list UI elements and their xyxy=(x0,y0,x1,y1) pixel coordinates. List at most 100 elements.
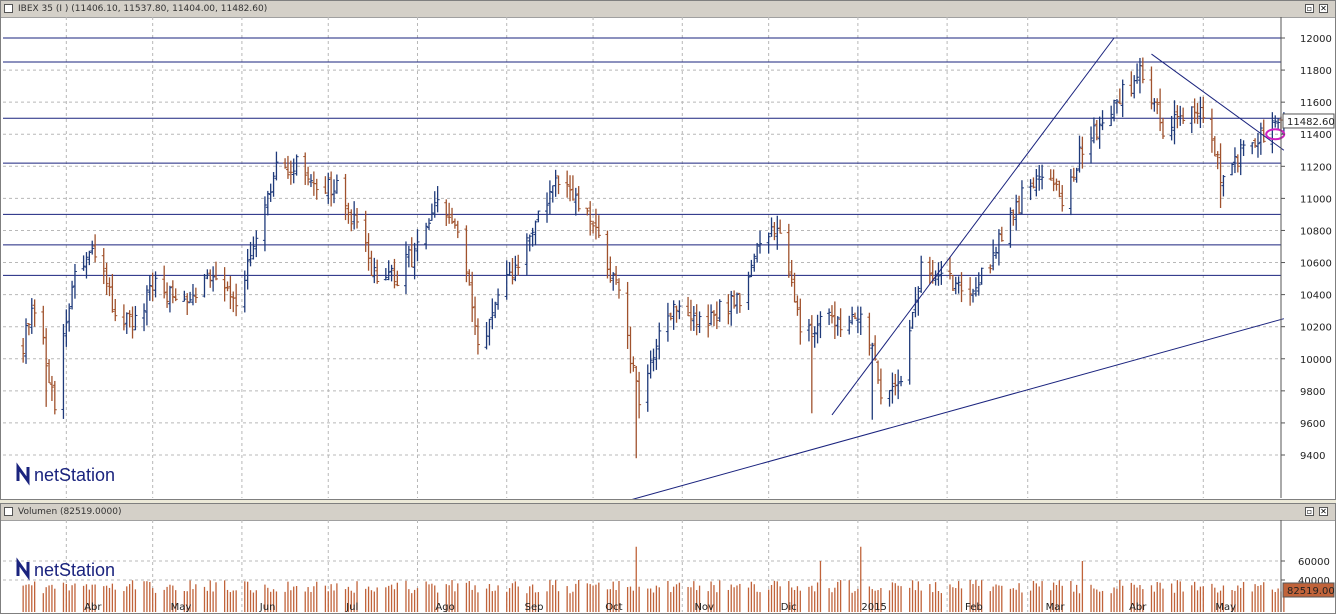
ohlc-bar xyxy=(21,337,26,363)
ohlc-bar xyxy=(1250,142,1255,155)
price-chart[interactable]: 9400 9600 9800 10000 10200 10400 10600 10800 110… xyxy=(1,1,1335,499)
ohlc-bar xyxy=(1094,120,1099,141)
ohlc-bar xyxy=(369,250,374,277)
ohlc-bar xyxy=(1074,167,1079,183)
ohlc-bar xyxy=(654,338,659,370)
ohlc-bar xyxy=(182,290,187,302)
ohlc-bar xyxy=(591,220,596,234)
ohlc-bar xyxy=(375,259,380,284)
ohlc-bar xyxy=(72,264,77,299)
ohlc-bar xyxy=(545,192,550,223)
ohlc-bar xyxy=(631,356,636,372)
ohlc-bar xyxy=(553,169,558,197)
ohlc-bar xyxy=(671,300,676,330)
ohlc-bar xyxy=(1109,105,1114,127)
ohlc-bar xyxy=(758,230,763,254)
ohlc-bar xyxy=(165,282,170,308)
ohlc-bar xyxy=(510,258,515,285)
ohlc-bar xyxy=(726,294,731,325)
ohlc-bar xyxy=(614,265,619,285)
netstation-logo: netStation xyxy=(16,462,115,486)
month-label: Oct xyxy=(605,602,622,613)
ohlc-bar xyxy=(1172,100,1177,145)
ohlc-bar xyxy=(585,207,590,216)
ohlc-bar xyxy=(225,281,230,292)
ohlc-bar xyxy=(1273,115,1278,128)
ohlc-bar xyxy=(274,151,279,181)
ohlc-bar xyxy=(188,291,193,304)
ohlc-bar xyxy=(64,309,69,347)
volume-panel-titlebar: Volumen (82519.0000) ▫ ✕ xyxy=(1,504,1335,521)
ohlc-bar xyxy=(352,201,357,230)
close-button[interactable]: ✕ xyxy=(1319,507,1328,516)
ohlc-bar xyxy=(956,276,961,294)
ohlc-bar xyxy=(979,267,984,285)
ohlc-bar xyxy=(444,199,449,226)
ohlc-bar xyxy=(536,210,541,223)
ohlc-bar xyxy=(346,202,351,224)
ohlc-bar xyxy=(936,262,941,286)
ohlc-bar xyxy=(403,241,408,294)
ohlc-bar xyxy=(173,288,178,302)
ohlc-bar xyxy=(147,275,152,301)
ohlc-bar xyxy=(1253,138,1258,148)
ohlc-bar xyxy=(547,180,552,215)
ohlc-bar xyxy=(812,326,817,348)
ohlc-bar xyxy=(291,158,296,184)
ohlc-bar xyxy=(104,262,109,295)
ohlc-bar xyxy=(248,241,253,267)
volume-chart[interactable]: 40000 60000 82519.00 netStation Abr May Jun Jul… xyxy=(1,504,1335,613)
ohlc-bar xyxy=(107,277,112,297)
ohlc-bar xyxy=(190,283,195,306)
price-tick-label: 10200 xyxy=(1300,323,1332,334)
ohlc-bar xyxy=(832,301,837,339)
restore-button[interactable]: ▫ xyxy=(1305,507,1314,516)
ohlc-bar xyxy=(1114,98,1119,114)
ohlc-bar xyxy=(470,271,475,322)
ohlc-bar xyxy=(697,311,702,334)
ohlc-bar xyxy=(665,302,670,342)
ohlc-bar xyxy=(251,236,256,260)
ohlc-bar xyxy=(334,174,339,194)
ohlc-bar xyxy=(950,274,955,291)
ohlc-bar xyxy=(487,318,492,346)
price-tick-label: 9400 xyxy=(1300,451,1325,462)
ohlc-bar xyxy=(593,208,598,240)
price-tick-label: 10600 xyxy=(1300,259,1332,270)
ohlc-bar xyxy=(363,210,368,252)
ohlc-bar xyxy=(67,303,72,332)
ohlc-bar xyxy=(611,272,616,291)
price-tick-label: 9800 xyxy=(1300,387,1325,398)
ohlc-bar xyxy=(1215,151,1220,170)
ohlc-bar xyxy=(1181,107,1186,124)
month-label: Abr xyxy=(84,602,102,613)
ohlc-bar xyxy=(657,322,662,360)
price-tick-label: 10000 xyxy=(1300,355,1332,366)
ohlc-bar xyxy=(1132,75,1137,99)
ohlc-bar xyxy=(110,273,115,313)
ohlc-bar xyxy=(714,301,719,330)
price-tick-label: 9600 xyxy=(1300,419,1325,430)
price-tick-label: 11200 xyxy=(1300,162,1332,173)
ohlc-bar xyxy=(634,365,639,459)
ohlc-bar xyxy=(455,220,460,239)
ohlc-bar xyxy=(1135,63,1140,84)
ohlc-bar xyxy=(372,257,377,284)
ohlc-bar xyxy=(1071,167,1076,182)
ohlc-bar xyxy=(1192,98,1197,124)
ohlc-bar xyxy=(490,298,495,330)
close-button[interactable]: ✕ xyxy=(1319,4,1328,13)
ohlc-bar xyxy=(245,248,250,290)
ohlc-bar xyxy=(432,191,437,218)
ohlc-bar xyxy=(467,269,472,286)
ohlc-bar xyxy=(513,255,518,282)
restore-button[interactable]: ▫ xyxy=(1305,4,1314,13)
ohlc-bar xyxy=(755,242,760,263)
ohlc-bar xyxy=(153,271,158,298)
ohlc-bar xyxy=(838,308,843,337)
ohlc-bar xyxy=(809,315,814,414)
ohlc-bar xyxy=(795,295,800,316)
ohlc-bar xyxy=(524,233,529,276)
month-label: May xyxy=(171,602,192,613)
ohlc-bar xyxy=(484,322,489,350)
